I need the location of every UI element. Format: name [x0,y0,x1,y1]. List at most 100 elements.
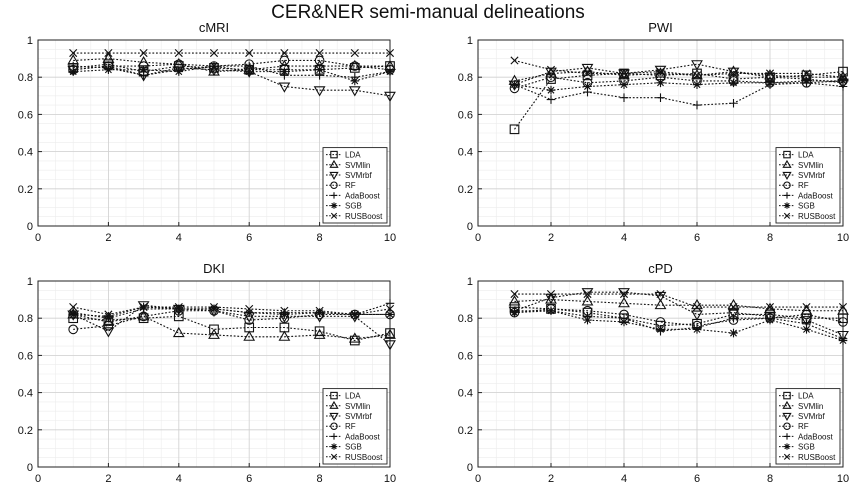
chart-pwi: 0 2 4 6 8 1000.20.40.60.81PWILDASVMlinSVMrbfR… [458,20,849,244]
x-tick-label: 2 [105,232,111,244]
axes-box [37,39,391,227]
data-point-sgb [315,65,324,75]
figure-title: CER&NER semi-manual delineations [271,2,585,23]
data-point-svmrbf [691,310,703,321]
data-point-rusboost [315,306,324,315]
chart-title: PWI [648,20,673,35]
x-tick-label: 0 [35,473,41,485]
legend-marker-svmrbf [782,171,792,180]
series-line-adaboost [73,65,391,78]
series-line-rusboost [514,59,844,78]
y-tick-label: 0.2 [458,425,473,437]
legend-marker-svmlin [782,400,792,409]
data-point-rusboost [656,289,665,299]
y-tick-label: 0.8 [458,72,473,84]
series-sgb [68,61,395,86]
data-point-svmlin [508,295,521,306]
series-line-rf [73,59,391,71]
data-point-sgb [174,67,184,76]
data-point-svmlin [384,328,396,339]
data-point-sgb [729,328,738,338]
data-point-rusboost [174,48,183,58]
legend-label-svmrbf: SVMrbf [345,412,372,421]
data-point-rusboost [729,69,738,78]
legend-marker-rusboost [783,212,791,219]
y-tick-label: 1 [467,276,473,288]
data-point-svmlin [243,330,256,341]
x-tick-label: 8 [767,473,773,485]
x-tick-label: 10 [837,473,849,485]
legend-marker-sgb [330,202,338,209]
y-tick-label: 0.8 [18,313,33,325]
x-tick-label: 4 [176,232,182,244]
series-line-sgb [73,306,390,317]
y-tick-label: 0.6 [18,350,33,362]
data-point-sgb [244,67,254,76]
data-point-sgb [315,308,324,317]
data-point-svmlin [102,315,115,326]
data-point-sgb [802,325,811,334]
legend-label-svmrbf: SVMrbf [345,171,372,180]
data-point-rusboost [385,48,395,58]
chart-title: DKI [203,261,225,276]
y-tick-label: 0.4 [458,147,473,159]
y-tick-label: 0.6 [458,350,473,362]
data-point-rusboost [510,289,519,299]
data-point-sgb [280,67,289,76]
data-point-rusboost [802,69,811,78]
data-point-svmrbf [727,67,740,78]
series-line-sgb [514,310,844,342]
chart-cpd: 0 2 4 6 8 1000.20.40.60.81cPDLDASVMlinSVMrbfR… [458,261,849,485]
data-point-rusboost [838,302,848,312]
data-point-adaboost [729,98,738,108]
legend-label-rf: RF [798,181,809,190]
data-point-sgb [692,325,702,334]
data-point-sgb [68,310,78,319]
data-point-sgb [244,308,254,317]
legend-label-lda: LDA [798,151,814,160]
series-line-rusboost [514,293,843,308]
series-line-svmlin [514,71,843,82]
legend-label-svmrbf: SVMrbf [798,171,825,180]
data-point-rusboost [315,48,324,58]
data-point-rusboost [104,310,113,319]
series-svmlin [67,308,396,343]
legend-marker-rf [330,422,338,430]
series-line-svmlin [73,58,390,73]
legend-label-adaboost: AdaBoost [798,432,833,441]
legend-marker-lda [330,150,338,159]
data-point-svmlin [172,326,185,338]
legend-marker-sgb [783,202,791,209]
series-line-svmlin [73,313,391,340]
x-tick-label: 8 [767,232,773,244]
data-point-rusboost [69,302,78,312]
legend-label-rusboost: RUSBoost [798,212,836,221]
y-tick-label: 0.4 [18,147,33,159]
data-point-adaboost [385,299,395,308]
x-tick-label: 4 [621,232,627,244]
legend-marker-rf [783,181,791,189]
data-point-svmrbf [313,86,326,97]
chart-title: cPD [648,261,673,276]
data-point-rusboost [280,48,289,58]
data-point-svmrbf [727,308,740,319]
data-point-rusboost [656,67,665,76]
legend-marker-rusboost [330,453,338,460]
data-point-rusboost [209,302,219,312]
x-tick-label: 6 [246,232,252,244]
legend-label-svmrbf: SVMrbf [798,412,825,421]
data-point-rusboost [385,304,395,313]
series-svmrbf [508,288,849,342]
series-line-rf [73,310,390,330]
legend-marker-rf [783,422,791,430]
series-line-lda [73,315,391,342]
data-point-rusboost [245,304,254,313]
legend-marker-svmlin [329,400,339,409]
data-point-sgb [174,304,184,314]
data-point-sgb [510,308,519,317]
y-tick-label: 0.2 [18,425,33,437]
x-tick-label: 0 [475,473,481,485]
